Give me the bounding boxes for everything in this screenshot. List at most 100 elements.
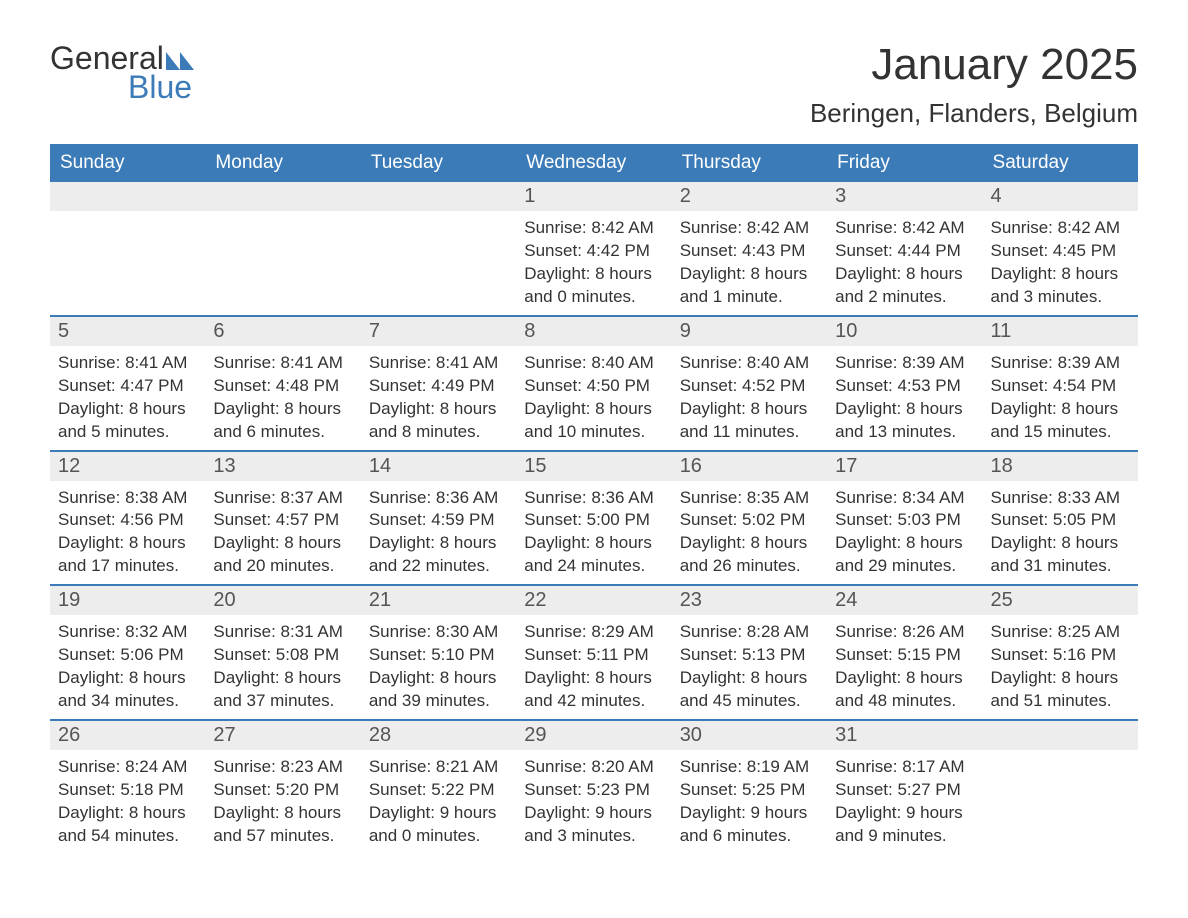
day-content: Sunrise: 8:42 AMSunset: 4:45 PMDaylight:… <box>983 211 1138 315</box>
day-number: 10 <box>827 315 982 346</box>
sunset-text: Sunset: 5:23 PM <box>524 779 663 802</box>
daylight-text-2: and 51 minutes. <box>991 690 1130 713</box>
day-header-friday: Friday <box>827 144 982 182</box>
day-number: 2 <box>672 182 827 211</box>
day-cell: 5Sunrise: 8:41 AMSunset: 4:47 PMDaylight… <box>50 315 205 450</box>
sunset-text: Sunset: 4:45 PM <box>991 240 1130 263</box>
day-cell: 24Sunrise: 8:26 AMSunset: 5:15 PMDayligh… <box>827 584 982 719</box>
day-number: 21 <box>361 584 516 615</box>
day-cell: 7Sunrise: 8:41 AMSunset: 4:49 PMDaylight… <box>361 315 516 450</box>
daylight-text-1: Daylight: 8 hours <box>991 667 1130 690</box>
day-cell: 3Sunrise: 8:42 AMSunset: 4:44 PMDaylight… <box>827 182 982 315</box>
day-header-sunday: Sunday <box>50 144 205 182</box>
sunrise-text: Sunrise: 8:19 AM <box>680 756 819 779</box>
day-content: Sunrise: 8:36 AMSunset: 5:00 PMDaylight:… <box>516 481 671 585</box>
sunset-text: Sunset: 4:42 PM <box>524 240 663 263</box>
day-content: Sunrise: 8:42 AMSunset: 4:43 PMDaylight:… <box>672 211 827 315</box>
day-content: Sunrise: 8:21 AMSunset: 5:22 PMDaylight:… <box>361 750 516 854</box>
day-number: 6 <box>205 315 360 346</box>
daylight-text-1: Daylight: 8 hours <box>213 532 352 555</box>
sunset-text: Sunset: 4:48 PM <box>213 375 352 398</box>
day-cell: 19Sunrise: 8:32 AMSunset: 5:06 PMDayligh… <box>50 584 205 719</box>
daylight-text-1: Daylight: 8 hours <box>213 398 352 421</box>
day-content: Sunrise: 8:38 AMSunset: 4:56 PMDaylight:… <box>50 481 205 585</box>
day-number-empty <box>983 719 1138 750</box>
daylight-text-1: Daylight: 8 hours <box>524 532 663 555</box>
day-content: Sunrise: 8:41 AMSunset: 4:48 PMDaylight:… <box>205 346 360 450</box>
daylight-text-1: Daylight: 9 hours <box>835 802 974 825</box>
daylight-text-1: Daylight: 8 hours <box>991 263 1130 286</box>
sunrise-text: Sunrise: 8:24 AM <box>58 756 197 779</box>
sunset-text: Sunset: 5:06 PM <box>58 644 197 667</box>
day-cell <box>983 719 1138 854</box>
daylight-text-2: and 3 minutes. <box>524 825 663 848</box>
sunset-text: Sunset: 5:05 PM <box>991 509 1130 532</box>
header: General Blue January 2025 Beringen, Flan… <box>50 40 1138 129</box>
daylight-text-1: Daylight: 8 hours <box>680 398 819 421</box>
sunset-text: Sunset: 5:03 PM <box>835 509 974 532</box>
daylight-text-2: and 10 minutes. <box>524 421 663 444</box>
day-number: 13 <box>205 450 360 481</box>
day-cell: 14Sunrise: 8:36 AMSunset: 4:59 PMDayligh… <box>361 450 516 585</box>
sunrise-text: Sunrise: 8:30 AM <box>369 621 508 644</box>
day-cell: 11Sunrise: 8:39 AMSunset: 4:54 PMDayligh… <box>983 315 1138 450</box>
day-content: Sunrise: 8:34 AMSunset: 5:03 PMDaylight:… <box>827 481 982 585</box>
day-number: 17 <box>827 450 982 481</box>
day-number: 30 <box>672 719 827 750</box>
daylight-text-2: and 3 minutes. <box>991 286 1130 309</box>
day-cell: 26Sunrise: 8:24 AMSunset: 5:18 PMDayligh… <box>50 719 205 854</box>
daylight-text-1: Daylight: 8 hours <box>369 532 508 555</box>
daylight-text-2: and 24 minutes. <box>524 555 663 578</box>
daylight-text-1: Daylight: 8 hours <box>369 398 508 421</box>
day-content: Sunrise: 8:35 AMSunset: 5:02 PMDaylight:… <box>672 481 827 585</box>
daylight-text-1: Daylight: 8 hours <box>58 802 197 825</box>
sunrise-text: Sunrise: 8:33 AM <box>991 487 1130 510</box>
daylight-text-2: and 0 minutes. <box>369 825 508 848</box>
day-cell: 10Sunrise: 8:39 AMSunset: 4:53 PMDayligh… <box>827 315 982 450</box>
daylight-text-1: Daylight: 9 hours <box>524 802 663 825</box>
day-number: 18 <box>983 450 1138 481</box>
day-number: 31 <box>827 719 982 750</box>
sunrise-text: Sunrise: 8:41 AM <box>213 352 352 375</box>
day-cell: 16Sunrise: 8:35 AMSunset: 5:02 PMDayligh… <box>672 450 827 585</box>
sunrise-text: Sunrise: 8:36 AM <box>369 487 508 510</box>
sunrise-text: Sunrise: 8:35 AM <box>680 487 819 510</box>
daylight-text-1: Daylight: 8 hours <box>680 667 819 690</box>
day-content: Sunrise: 8:39 AMSunset: 4:53 PMDaylight:… <box>827 346 982 450</box>
day-cell <box>205 182 360 315</box>
day-content: Sunrise: 8:29 AMSunset: 5:11 PMDaylight:… <box>516 615 671 719</box>
day-content: Sunrise: 8:41 AMSunset: 4:49 PMDaylight:… <box>361 346 516 450</box>
day-content: Sunrise: 8:42 AMSunset: 4:42 PMDaylight:… <box>516 211 671 315</box>
daylight-text-2: and 45 minutes. <box>680 690 819 713</box>
daylight-text-2: and 26 minutes. <box>680 555 819 578</box>
day-number-empty <box>205 182 360 211</box>
day-cell: 30Sunrise: 8:19 AMSunset: 5:25 PMDayligh… <box>672 719 827 854</box>
day-number: 15 <box>516 450 671 481</box>
sunrise-text: Sunrise: 8:21 AM <box>369 756 508 779</box>
month-year-title: January 2025 <box>810 40 1138 90</box>
daylight-text-2: and 9 minutes. <box>835 825 974 848</box>
day-content: Sunrise: 8:26 AMSunset: 5:15 PMDaylight:… <box>827 615 982 719</box>
sunrise-text: Sunrise: 8:29 AM <box>524 621 663 644</box>
day-content: Sunrise: 8:17 AMSunset: 5:27 PMDaylight:… <box>827 750 982 854</box>
location-text: Beringen, Flanders, Belgium <box>810 98 1138 129</box>
day-cell: 28Sunrise: 8:21 AMSunset: 5:22 PMDayligh… <box>361 719 516 854</box>
sunrise-text: Sunrise: 8:38 AM <box>58 487 197 510</box>
day-content: Sunrise: 8:32 AMSunset: 5:06 PMDaylight:… <box>50 615 205 719</box>
day-cell: 8Sunrise: 8:40 AMSunset: 4:50 PMDaylight… <box>516 315 671 450</box>
day-header-monday: Monday <box>205 144 360 182</box>
sunset-text: Sunset: 5:22 PM <box>369 779 508 802</box>
daylight-text-2: and 37 minutes. <box>213 690 352 713</box>
daylight-text-2: and 31 minutes. <box>991 555 1130 578</box>
logo: General Blue <box>50 40 194 106</box>
sunset-text: Sunset: 5:02 PM <box>680 509 819 532</box>
daylight-text-2: and 22 minutes. <box>369 555 508 578</box>
day-number: 14 <box>361 450 516 481</box>
sunset-text: Sunset: 5:11 PM <box>524 644 663 667</box>
daylight-text-2: and 0 minutes. <box>524 286 663 309</box>
sunset-text: Sunset: 4:54 PM <box>991 375 1130 398</box>
day-number: 11 <box>983 315 1138 346</box>
day-header-row: Sunday Monday Tuesday Wednesday Thursday… <box>50 144 1138 182</box>
daylight-text-2: and 39 minutes. <box>369 690 508 713</box>
day-cell <box>361 182 516 315</box>
